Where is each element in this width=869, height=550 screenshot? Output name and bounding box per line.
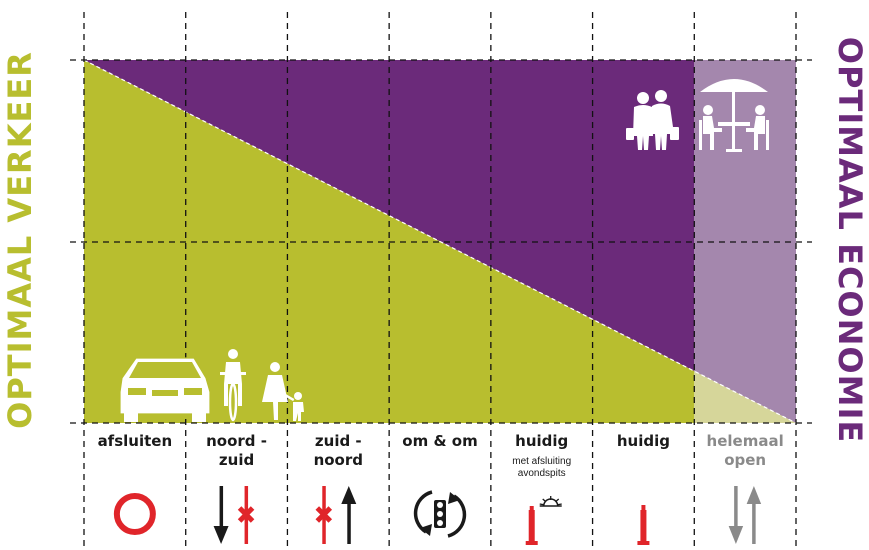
cyclist-icon bbox=[220, 349, 246, 422]
column-label-line: noord - bbox=[206, 432, 267, 450]
column-label-line: zuid - bbox=[314, 432, 362, 450]
column-label-line: afsluiten bbox=[97, 432, 173, 450]
circle-prohibited-icon bbox=[113, 493, 156, 535]
column-label-3: zuid - noord bbox=[286, 432, 390, 470]
column-label-line: zuid bbox=[218, 451, 255, 469]
down-arrow-blocked-up-icon bbox=[213, 486, 255, 544]
column-label-line: huidig bbox=[515, 432, 569, 450]
column-sublabel-line: avondspits bbox=[517, 468, 566, 479]
grid bbox=[70, 12, 812, 548]
car-icon bbox=[119, 357, 211, 422]
pedestrians-icon bbox=[262, 362, 304, 421]
column-label-line: om & om bbox=[402, 432, 478, 450]
bollard-with-sunset-icon bbox=[525, 496, 562, 545]
column-label-1: afsluiten bbox=[83, 432, 187, 451]
column-sublabel: met afsluiting avondspits bbox=[490, 456, 594, 480]
column-label-5: huidig bbox=[490, 432, 594, 451]
column-label-line: noord bbox=[313, 451, 363, 469]
column-label-4: om & om bbox=[388, 432, 492, 451]
title-optimaal-verkeer: OPTIMAAL VERKEER bbox=[1, 51, 39, 429]
bollard-icon bbox=[637, 505, 650, 545]
column-sublabel-line: met afsluiting bbox=[512, 456, 572, 467]
column-label-line: huidig bbox=[616, 432, 670, 450]
blocked-down-up-arrow-icon bbox=[315, 486, 357, 544]
title-optimaal-economie: OPTIMAAL ECONOMIE bbox=[831, 36, 869, 444]
traffic-light-cycle-icon bbox=[413, 490, 467, 538]
diagonal-divider bbox=[83, 59, 797, 424]
column-label-7: helemaal open bbox=[693, 432, 797, 470]
column-label-line: open bbox=[724, 451, 767, 469]
column-label-2: noord - zuid bbox=[185, 432, 289, 470]
terrace-dining-icon bbox=[699, 79, 769, 152]
column-label-line: helemaal bbox=[706, 432, 784, 450]
two-way-arrows-icon bbox=[728, 486, 762, 544]
column-label-6: huidig bbox=[591, 432, 695, 451]
shoppers-icon bbox=[626, 90, 679, 150]
